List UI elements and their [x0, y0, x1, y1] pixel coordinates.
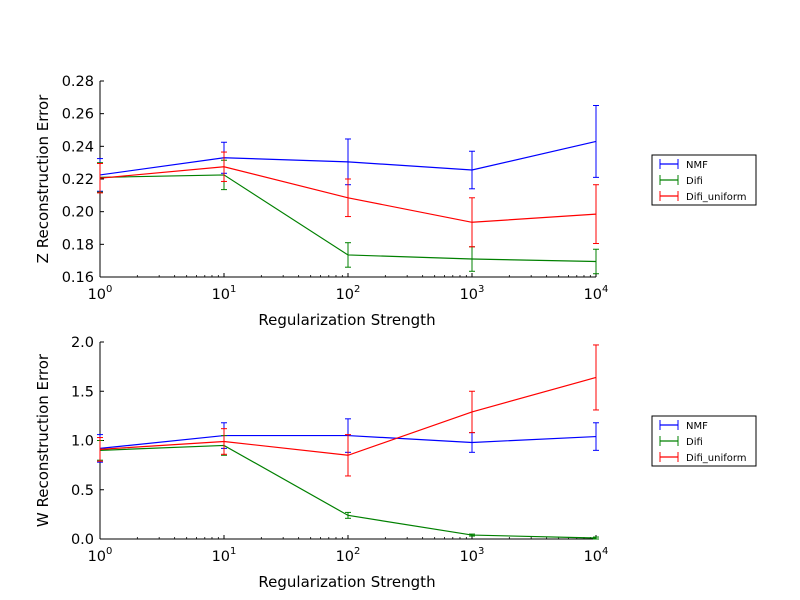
error-bar [469, 390, 475, 434]
y-tick-label: 1.0 [71, 434, 94, 450]
legend-label: Difi_uniform [686, 453, 747, 464]
y-tick-label: 0.24 [62, 139, 94, 155]
error-bar [593, 536, 599, 540]
y-tick-label: 0.20 [62, 205, 94, 221]
x-tick-base: 10 [336, 549, 354, 565]
error-bar [593, 105, 599, 178]
x-tick-base: 10 [212, 549, 230, 565]
y-axis-label: W Reconstruction Error [34, 353, 52, 527]
x-tick-label: 100 [88, 284, 113, 303]
error-bar [469, 533, 475, 537]
x-tick-base: 10 [460, 549, 478, 565]
error-bar [345, 242, 351, 268]
x-tick-label: 104 [584, 284, 609, 303]
x-tick-base: 10 [584, 549, 602, 565]
y-tick-label: 0.5 [71, 483, 94, 499]
x-tick-exponent: 4 [602, 284, 608, 295]
error-bar [221, 428, 227, 455]
x-tick-base: 10 [88, 287, 106, 303]
legend-item-difi-uniform: Difi_uniform [659, 452, 747, 464]
x-tick-exponent: 1 [230, 546, 236, 557]
legend-label: NMF [686, 160, 708, 171]
x-tick-exponent: 4 [602, 546, 608, 557]
x-tick-label: 103 [460, 284, 485, 303]
x-tick-base: 10 [584, 287, 602, 303]
x-tick-label: 102 [336, 284, 361, 303]
error-bar [345, 178, 351, 218]
y-tick-label: 0.0 [71, 532, 94, 548]
legend-item-difi-uniform: Difi_uniform [659, 191, 747, 203]
x-tick-exponent: 0 [106, 284, 112, 295]
legend-item-difi: Difi [659, 175, 703, 187]
x-tick-exponent: 3 [478, 284, 484, 295]
error-bar [345, 434, 351, 477]
legend-label: Difi_uniform [686, 192, 747, 203]
error-bar [593, 248, 599, 275]
legend: NMF Difi Difi_uniform [651, 154, 757, 206]
x-tick-base: 10 [88, 549, 106, 565]
error-bar [469, 197, 475, 248]
legend-label: Difi [686, 437, 703, 448]
x-tick-exponent: 1 [230, 284, 236, 295]
legend-item-difi: Difi [659, 436, 703, 448]
error-bar [97, 162, 103, 194]
x-tick-label: 102 [336, 546, 361, 565]
x-axis-label: Regularization Strength [258, 573, 435, 591]
y-tick-label: 1.5 [71, 384, 94, 400]
x-tick-exponent: 2 [354, 284, 360, 295]
y-axis-label: Z Reconstruction Error [34, 94, 52, 263]
x-tick-exponent: 3 [478, 546, 484, 557]
y-tick-label: 0.26 [62, 107, 94, 123]
y-tick-label: 0.22 [62, 172, 94, 188]
legend-item-nmf: NMF [659, 420, 708, 432]
chart-panel-2: 100 101 102 103 1040.00.51.01.52.0Regulariza… [34, 335, 757, 591]
x-tick-label: 101 [212, 546, 237, 565]
x-tick-exponent: 0 [106, 546, 112, 557]
x-tick-label: 103 [460, 546, 485, 565]
error-bar [593, 184, 599, 245]
y-tick-label: 0.16 [62, 270, 94, 286]
error-bar [345, 511, 351, 519]
error-bar [593, 422, 599, 451]
x-axis-label: Regularization Strength [258, 311, 435, 329]
x-tick-label: 104 [584, 546, 609, 565]
x-tick-exponent: 2 [354, 546, 360, 557]
series-difi-uniform [97, 151, 599, 248]
x-tick-label: 100 [88, 546, 113, 565]
x-tick-label: 101 [212, 284, 237, 303]
legend-label: Difi [686, 176, 703, 187]
y-tick-label: 0.28 [62, 74, 94, 90]
error-bar [593, 344, 599, 411]
x-tick-base: 10 [212, 287, 230, 303]
legend: NMF Difi Difi_uniform [651, 415, 757, 467]
error-bar [221, 151, 227, 182]
series-difi-uniform [97, 344, 599, 477]
x-tick-base: 10 [460, 287, 478, 303]
chart-panel-1: 100 101 102 103 1040.160.180.200.220.240.260… [34, 74, 757, 329]
y-tick-label: 0.18 [62, 237, 94, 253]
y-tick-label: 2.0 [71, 335, 94, 351]
x-tick-base: 10 [336, 287, 354, 303]
legend-item-nmf: NMF [659, 159, 708, 171]
legend-label: NMF [686, 421, 708, 432]
series-nmf [97, 105, 599, 192]
error-bar [97, 437, 103, 462]
error-bar [469, 150, 475, 190]
